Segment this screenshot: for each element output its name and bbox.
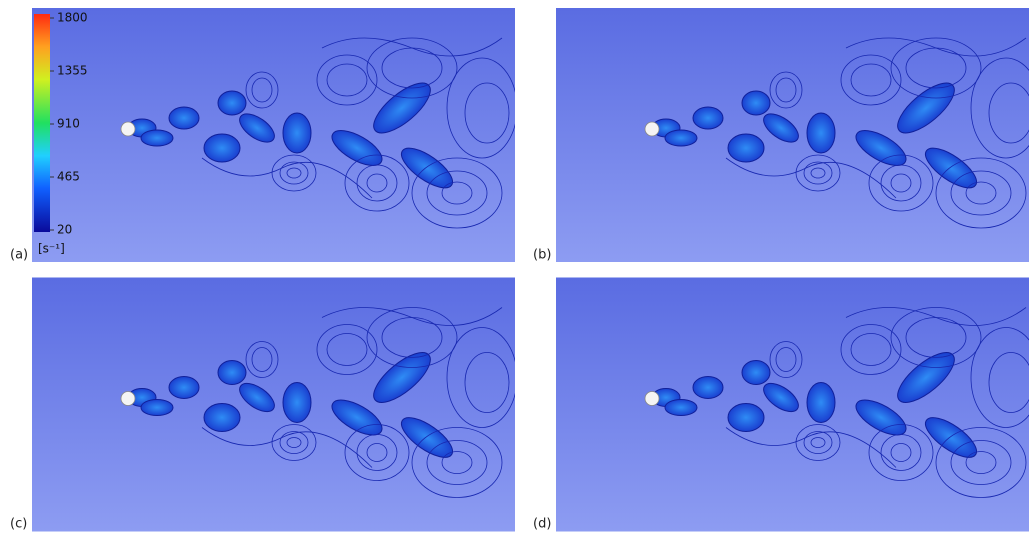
colorbar-tick-label: 1355 xyxy=(57,64,88,78)
panel-label: (a) xyxy=(10,248,28,263)
panel-b xyxy=(556,8,1029,262)
panel-c xyxy=(32,277,515,532)
colorbar-tick-label: 1800 xyxy=(57,11,88,25)
panel-label: (d) xyxy=(533,517,551,532)
colorbar-unit: [s⁻¹] xyxy=(38,242,65,256)
colorbar-tick-label: 465 xyxy=(57,170,80,184)
panel-d xyxy=(556,277,1029,532)
colorbar-tick-label: 20 xyxy=(57,223,72,237)
panel-label: (c) xyxy=(10,517,27,532)
panel-label: (b) xyxy=(533,248,551,263)
colorbar-tick-label: 910 xyxy=(57,117,80,131)
colorbar-scale xyxy=(34,14,50,232)
colorbar: [s⁻¹] 1800 1355 910 465 20 xyxy=(34,11,88,256)
panel-a xyxy=(32,8,515,262)
